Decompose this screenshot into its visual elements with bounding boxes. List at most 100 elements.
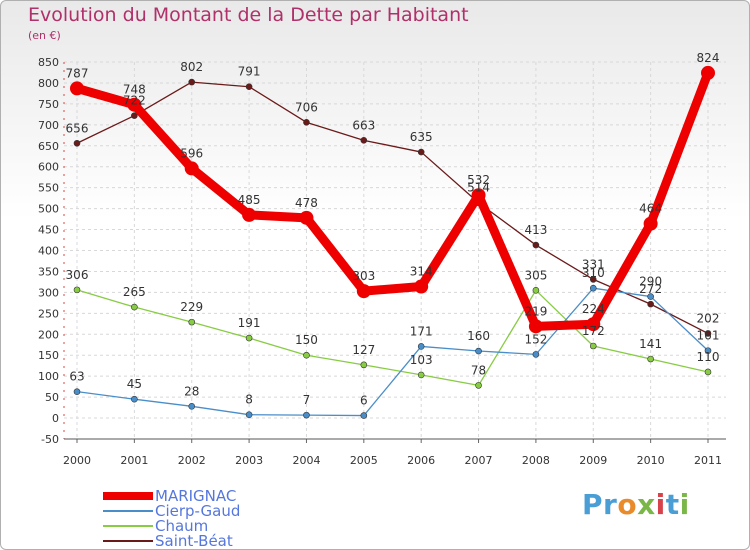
data-point-marignac [70,81,84,96]
data-label-cierp-gaud: 152 [524,332,547,346]
legend-swatch-saint-beat [103,540,153,542]
data-label-marignac: 824 [697,51,720,65]
data-label-marignac: 596 [180,146,203,160]
data-label-saint-b-at: 413 [524,223,547,237]
data-point-cierp-gaud [532,351,540,358]
x-tick-label: 2001 [120,454,148,467]
legend-label-saint-beat: Saint-Béat [155,532,233,550]
y-tick-label: 350 [38,265,59,278]
data-label-saint-b-at: 663 [352,118,375,132]
data-point-cierp-gaud [589,284,597,292]
data-point-cierp-gaud [647,293,654,300]
data-label-cierp-gaud: 161 [697,329,720,343]
y-tick-label: 650 [38,140,59,153]
data-point-cierp-gaud [360,412,368,419]
y-tick-label: 50 [45,391,59,404]
data-point-chaum [131,303,138,311]
data-label-marignac: 485 [238,193,261,207]
y-tick-label: 800 [38,77,59,90]
data-label-cierp-gaud: 160 [467,329,490,343]
data-label-marignac: 787 [66,66,89,80]
data-point-chaum [647,355,654,363]
data-point-marignac [127,97,142,112]
data-label-marignac: 314 [410,265,433,279]
data-point-saint-b-at [589,276,597,283]
data-point-cierp-gaud [245,411,253,419]
data-point-marignac [586,317,601,332]
data-point-saint-b-at [704,330,712,337]
data-label-marignac: 464 [639,202,662,216]
data-label-marignac: 748 [123,83,146,97]
data-label-marignac: 532 [467,173,490,187]
data-point-cierp-gaud [417,343,425,350]
data-point-chaum [417,371,425,379]
legend-label-marignac: MARIGNAC [155,487,237,505]
data-point-chaum [188,318,196,326]
series-line-marignac [72,68,713,331]
x-tick-label: 2005 [350,454,378,467]
y-tick-label: 850 [38,56,59,69]
data-label-chaum: 78 [471,363,486,377]
data-label-chaum: 265 [123,285,146,299]
y-tick-label: 450 [38,224,59,237]
data-point-saint-b-at [73,139,81,147]
data-label-chaum: 103 [410,353,433,367]
data-label-marignac: 303 [352,269,375,283]
y-tick-label: 250 [38,307,59,320]
data-label-cierp-gaud: 310 [582,266,605,280]
data-label-marignac: 219 [524,304,547,318]
data-point-marignac [184,161,199,176]
x-tick-label: 2003 [235,454,263,467]
data-point-chaum [303,351,310,359]
data-point-marignac [414,279,429,294]
x-tick-label: 2000 [63,454,91,467]
legend-swatch-chaum [103,525,153,527]
data-label-saint-b-at: 706 [295,100,318,114]
data-point-marignac [701,65,715,80]
data-point-marignac [643,216,658,231]
data-label-saint-b-at: 635 [410,130,433,144]
data-point-marignac [528,319,543,334]
legend-label-chaum: Chaum [155,517,209,535]
data-point-cierp-gaud [704,347,712,354]
data-label-cierp-gaud: 28 [184,384,199,398]
data-point-marignac [471,188,486,203]
data-label-marignac: 478 [295,196,318,210]
y-tick-label: 600 [38,161,59,174]
x-tick-label: 2007 [465,454,493,467]
data-label-saint-b-at: 802 [180,60,203,74]
chart-unit-label: (en €) [28,29,61,42]
data-point-chaum [360,361,368,369]
data-label-cierp-gaud: 171 [410,324,433,338]
data-label-cierp-gaud: 8 [245,393,253,407]
x-tick-label: 2002 [178,454,206,467]
data-point-saint-b-at [417,148,425,156]
x-tick-label: 2011 [694,454,722,467]
y-tick-label: -50 [41,433,59,446]
y-tick-label: 750 [38,98,59,111]
y-tick-label: 150 [38,349,59,362]
data-label-chaum: 191 [238,316,261,330]
data-point-saint-b-at [303,119,310,126]
x-tick-label: 2009 [579,454,607,467]
x-tick-label: 2006 [407,454,435,467]
data-label-cierp-gaud: 45 [127,377,142,391]
data-point-cierp-gaud [131,395,138,403]
legend-swatch-marignac [103,492,153,500]
data-label-chaum: 150 [295,333,318,347]
data-point-chaum [532,286,540,294]
data-point-saint-b-at [360,137,368,144]
data-point-saint-b-at [245,83,253,91]
data-label-cierp-gaud: 7 [303,393,311,407]
y-tick-label: 200 [38,328,59,341]
data-point-saint-b-at [188,78,196,86]
data-point-cierp-gaud [475,347,482,355]
data-label-saint-b-at: 722 [123,94,146,108]
y-tick-label: 300 [38,286,59,299]
x-tick-label: 2004 [292,454,320,467]
data-label-saint-b-at: 272 [639,282,662,296]
data-point-saint-b-at [647,300,654,308]
data-label-chaum: 306 [66,268,89,282]
